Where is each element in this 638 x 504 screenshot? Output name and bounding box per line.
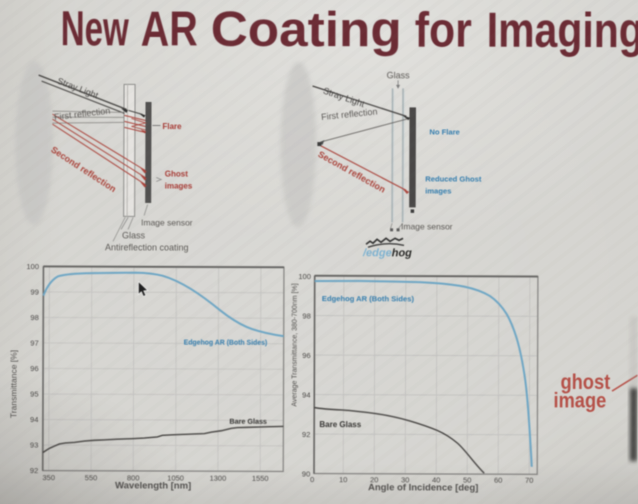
svg-text:Antireflection coating: Antireflection coating — [105, 242, 189, 252]
svg-text:Glass: Glass — [387, 70, 411, 80]
svg-text:92: 92 — [302, 430, 310, 439]
svg-text:Flare: Flare — [162, 122, 182, 131]
svg-text:95: 95 — [30, 389, 38, 398]
svg-text:No Flare: No Flare — [429, 127, 459, 136]
svg-text:0: 0 — [310, 475, 314, 484]
svg-text:Angle of Incidence [deg]: Angle of Incidence [deg] — [368, 482, 478, 493]
svg-text:Ghost: Ghost — [165, 170, 188, 179]
svg-text:92: 92 — [30, 466, 38, 475]
svg-text:10: 10 — [339, 475, 347, 484]
svg-text:96: 96 — [302, 351, 310, 360]
svg-text:98: 98 — [30, 313, 38, 322]
svg-text:Edgehog AR (Both Sides): Edgehog AR (Both Sides) — [322, 294, 415, 303]
svg-text:350: 350 — [42, 473, 55, 482]
svg-text:93: 93 — [30, 440, 38, 449]
svg-text:550: 550 — [85, 473, 98, 482]
svg-text:Wavelength [nm]: Wavelength [nm] — [115, 480, 191, 491]
svg-text:94: 94 — [302, 391, 310, 400]
svg-text:/edgehog: /edgehog — [362, 247, 412, 259]
svg-text:Image sensor: Image sensor — [401, 221, 453, 231]
svg-text:99: 99 — [30, 287, 38, 296]
svg-text:Stray Light: Stray Light — [56, 76, 100, 101]
svg-text:Second reflection: Second reflection — [49, 144, 118, 194]
svg-text:70: 70 — [525, 476, 533, 485]
svg-text:Stray Light: Stray Light — [322, 86, 366, 110]
svg-text:94: 94 — [30, 415, 38, 424]
svg-text:Bare Glass: Bare Glass — [229, 417, 267, 426]
svg-text:97: 97 — [30, 338, 38, 347]
svg-text:Bare Glass: Bare Glass — [319, 420, 361, 429]
svg-text:First reflection: First reflection — [321, 106, 378, 122]
svg-text:1300: 1300 — [210, 474, 227, 483]
svg-text:images: images — [425, 186, 451, 195]
svg-text:First reflection: First reflection — [54, 106, 111, 123]
svg-text:Glass: Glass — [122, 230, 146, 240]
svg-text:1550: 1550 — [252, 474, 269, 483]
svg-text:100: 100 — [298, 272, 311, 281]
svg-text:images: images — [165, 182, 193, 191]
svg-text:90: 90 — [302, 470, 310, 479]
svg-text:Transmittance [%]: Transmittance [%] — [8, 350, 18, 418]
svg-text:98: 98 — [302, 312, 310, 321]
svg-text:Edgehog AR (Both Sides): Edgehog AR (Both Sides) — [184, 340, 268, 347]
svg-text:Second reflection: Second reflection — [316, 149, 387, 195]
svg-text:100: 100 — [26, 262, 39, 271]
svg-text:Average Transmittance, 380-700: Average Transmittance, 380-700nm [%] — [291, 283, 298, 406]
svg-text:96: 96 — [30, 364, 38, 373]
svg-text:Image sensor: Image sensor — [141, 217, 193, 227]
svg-text:Reduced Ghost: Reduced Ghost — [425, 174, 482, 183]
svg-text:image: image — [553, 389, 606, 413]
svg-text:60: 60 — [494, 476, 502, 485]
